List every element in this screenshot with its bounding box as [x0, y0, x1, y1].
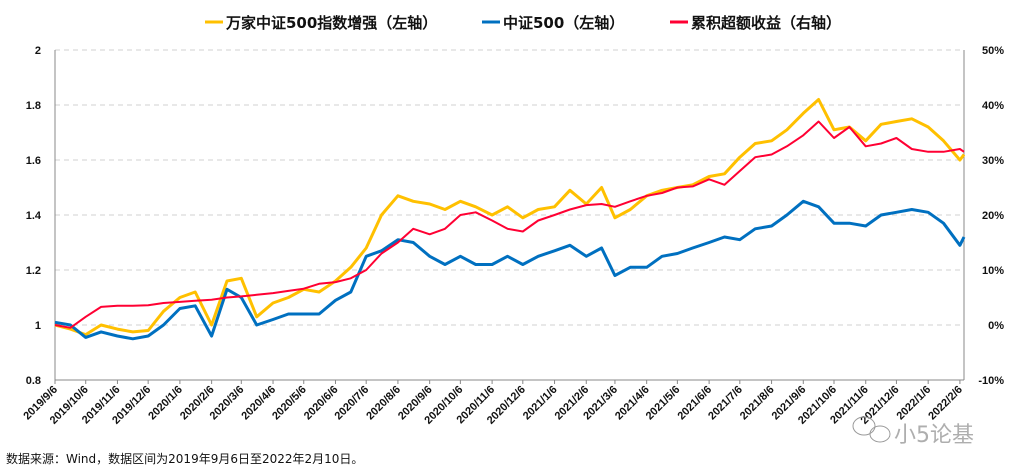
- legend-label: 累积超额收益（右轴）: [691, 14, 841, 32]
- gridlines: [55, 49, 964, 326]
- x-axis-tick-label: 2020/8/6: [364, 384, 403, 423]
- x-axis-tick-label: 2021/1/6: [521, 384, 560, 423]
- x-axis-tick-label: 2021/5/6: [644, 384, 683, 423]
- series-line: [54, 98, 966, 337]
- left-axis-tick-label: 1.2: [26, 265, 41, 277]
- x-axis-tick-label: 2020/7/6: [333, 384, 372, 423]
- watermark-text: 小5论基: [894, 423, 974, 448]
- x-axis-tick-label: 2022/1/6: [895, 384, 934, 423]
- left-axis-tick-label: 0.8: [26, 375, 41, 387]
- right-axis-tick-label: 20%: [982, 210, 1004, 222]
- right-axis-tick-label: 30%: [982, 155, 1004, 167]
- x-axis-tick-label: 2021/7/6: [706, 384, 745, 423]
- x-axis-tick-label: 2020/5/6: [270, 384, 309, 423]
- series-line: [54, 199, 966, 341]
- right-axis-tick-label: 0%: [988, 320, 1004, 332]
- axes: 0.8 1 1.2 1.4 1.6 1.8 2 -10% 0% 10% 20% 30% 40% 50% 20…: [21, 45, 1004, 427]
- legend: 万家中证500指数增强（左轴） 中证500（左轴） 累积超额收益（右轴）: [205, 14, 841, 32]
- left-axis-tick-label: 2: [35, 45, 41, 57]
- right-axis-tick-label: -10%: [978, 375, 1004, 387]
- left-axis-tick-label: 1.8: [26, 100, 41, 112]
- legend-label: 中证500（左轴）: [503, 14, 624, 32]
- right-axis-tick-label: 40%: [982, 100, 1004, 112]
- x-axis-tick-label: 2022/2/6: [926, 384, 965, 423]
- series-lines: [54, 98, 966, 341]
- wechat-icon: [852, 416, 891, 443]
- legend-label: 万家中证500指数增强（左轴）: [225, 14, 437, 32]
- watermark: 小5论基: [852, 416, 974, 448]
- x-axis-tick-label: 2020/1/6: [146, 384, 185, 423]
- right-axis-tick-label: 50%: [982, 45, 1004, 57]
- left-axis-tick-label: 1.4: [26, 210, 42, 222]
- left-axis-tick-label: 1: [35, 320, 41, 332]
- source-footnote: 数据来源：Wind，数据区间为2019年9月6日至2022年2月10日。: [6, 452, 364, 466]
- x-axis-tick-label: 2021/8/6: [738, 384, 777, 423]
- left-axis-tick-label: 1.6: [26, 155, 41, 167]
- right-axis-tick-label: 10%: [982, 265, 1004, 277]
- series-line: [54, 120, 965, 329]
